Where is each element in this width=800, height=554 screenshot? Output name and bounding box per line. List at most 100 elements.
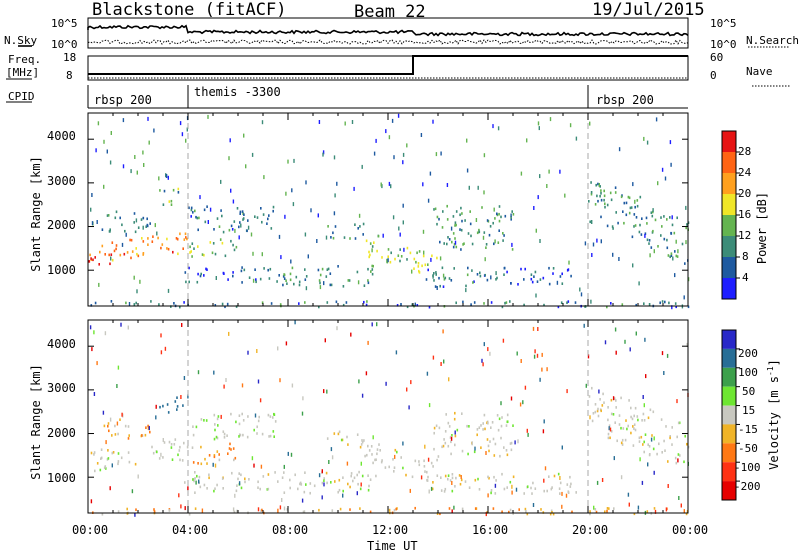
velocity-cell <box>193 479 195 483</box>
y-tick-label: 3000 <box>47 174 76 188</box>
velocity-cell <box>448 425 451 428</box>
power-cell <box>139 279 141 284</box>
velocity-cell <box>214 487 216 490</box>
power-cell <box>669 216 671 219</box>
velocity-cell <box>246 435 249 439</box>
power-cell <box>270 227 273 230</box>
velocity-cell <box>236 484 238 487</box>
velocity-cell <box>337 490 339 494</box>
power-cell <box>510 213 512 218</box>
velocity-cell <box>144 433 147 437</box>
power-cell <box>442 210 444 213</box>
velocity-cell <box>440 489 443 492</box>
power-cell <box>659 301 661 305</box>
velocity-cell <box>661 351 664 356</box>
power-cell <box>469 210 471 213</box>
velocity-cell <box>461 449 464 453</box>
power-cell <box>559 169 561 174</box>
power-cell <box>295 275 298 279</box>
power-cell <box>627 195 630 199</box>
power-cell <box>248 276 251 279</box>
power-cell <box>304 232 307 237</box>
velocity-cell <box>505 424 508 427</box>
velocity-cell <box>557 472 560 476</box>
power-cell <box>99 250 101 254</box>
velocity-cell <box>104 331 107 336</box>
velocity-cell <box>476 433 478 437</box>
power-cell <box>657 245 659 248</box>
power-cell <box>633 225 635 228</box>
power-cell <box>623 221 625 225</box>
velocity-cell <box>500 401 502 406</box>
velocity-cell <box>179 458 181 462</box>
velocity-cell <box>184 481 186 484</box>
power-cell <box>618 147 621 152</box>
power-cell <box>357 280 360 285</box>
power-cell <box>661 225 663 228</box>
power-cell <box>463 242 465 245</box>
power-cell <box>229 138 231 143</box>
velocity-cell <box>257 419 260 423</box>
power-cell <box>330 236 332 239</box>
velocity-cell <box>490 426 492 429</box>
velocity-cell <box>279 378 281 383</box>
velocity-cell <box>203 419 205 422</box>
velocity-cell <box>486 438 489 441</box>
velocity-cell <box>117 460 120 463</box>
velocity-cell <box>450 436 453 441</box>
velocity-cell <box>216 450 219 453</box>
velocity-cell <box>297 487 299 491</box>
power-cell <box>413 257 416 261</box>
velocity-cell <box>418 463 421 467</box>
velocity-cell <box>392 458 394 461</box>
power-cell <box>307 254 309 259</box>
power-cell <box>92 258 94 262</box>
power-cell <box>121 242 124 247</box>
velocity-cell <box>595 510 598 514</box>
velocity-cell <box>216 436 219 440</box>
power-cell <box>269 267 272 271</box>
velocity-cell <box>283 464 285 469</box>
velocity-cell <box>667 484 669 488</box>
y-tick-label: 2000 <box>47 218 76 232</box>
velocity-cell <box>367 488 370 492</box>
velocity-cell <box>570 482 572 486</box>
power-cell <box>495 278 497 281</box>
velocity-cell <box>248 478 250 481</box>
power-cell <box>317 213 319 218</box>
power-cell <box>466 168 469 173</box>
power-cell <box>503 273 505 276</box>
velocity-cell <box>285 341 288 346</box>
power-cell <box>259 277 262 281</box>
power-cell <box>594 203 597 206</box>
power-cell <box>669 255 671 259</box>
power-cell <box>329 283 332 287</box>
velocity-cell <box>274 420 277 423</box>
power-cell <box>287 159 289 164</box>
velocity-cell <box>237 477 239 481</box>
velocity-cell <box>534 487 537 490</box>
power-cell <box>450 226 453 231</box>
power-cell <box>367 267 369 271</box>
velocity-cell <box>277 346 279 351</box>
velocity-cell <box>160 333 162 338</box>
velocity-cell <box>620 441 623 445</box>
velocity-cell <box>633 423 636 426</box>
power-cell <box>483 190 485 195</box>
power-cell <box>442 285 445 288</box>
velocity-cell <box>302 396 304 401</box>
velocity-cell <box>509 480 512 484</box>
velocity-cell <box>552 512 555 516</box>
freq-tick-high: 18 <box>63 51 77 64</box>
velocity-tick: -50 <box>738 442 758 455</box>
power-cell <box>216 217 219 220</box>
velocity-cell <box>519 402 522 407</box>
velocity-cell <box>294 320 296 325</box>
power-cell <box>252 278 255 283</box>
power-cell <box>455 301 457 305</box>
velocity-cell <box>197 370 200 375</box>
power-cell <box>596 194 598 198</box>
power-cell <box>520 267 522 271</box>
power-cell <box>411 269 413 274</box>
power-cell <box>390 184 392 189</box>
